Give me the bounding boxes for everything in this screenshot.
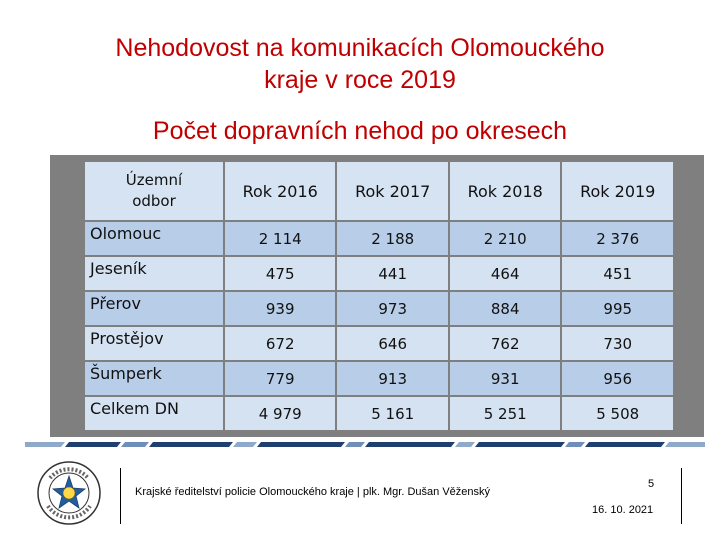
table-cell: 4 979 bbox=[224, 397, 336, 430]
table-cell: 762 bbox=[449, 327, 561, 360]
table-row: Jeseník 475 441 464 451 bbox=[85, 257, 673, 290]
table-cell: 2 114 bbox=[224, 222, 336, 255]
footer-text: Krajské ředitelství policie Olomouckého … bbox=[135, 486, 491, 498]
footer-box bbox=[120, 468, 682, 524]
title-line-2: kraje v roce 2019 bbox=[264, 66, 456, 94]
table-cell: 939 bbox=[224, 292, 336, 325]
accidents-table: Územní odbor Rok 2016 Rok 2017 Rok 2018 … bbox=[83, 160, 675, 432]
row-name: Olomouc bbox=[85, 222, 223, 255]
slide-title: Nehodovost na komunikacích Olomouckého k… bbox=[0, 32, 720, 96]
page-date: 16. 10. 2021 bbox=[592, 504, 654, 516]
table-row: Přerov 939 973 884 995 bbox=[85, 292, 673, 325]
header-year: Rok 2016 bbox=[224, 162, 336, 220]
row-name: Přerov bbox=[85, 292, 223, 325]
table-cell: 5 161 bbox=[337, 397, 448, 430]
row-name: Jeseník bbox=[85, 257, 223, 290]
row-name: Prostějov bbox=[85, 327, 223, 360]
header-territory-line-2: odbor bbox=[132, 192, 176, 210]
table-cell: 464 bbox=[449, 257, 561, 290]
table-cell: 646 bbox=[337, 327, 448, 360]
header-territory: Územní odbor bbox=[85, 162, 223, 220]
decorative-stripe bbox=[25, 442, 705, 447]
slide-subtitle: Počet dopravních nehod po okresech bbox=[152, 117, 568, 145]
header-year: Rok 2018 bbox=[449, 162, 561, 220]
table-row: Prostějov 672 646 762 730 bbox=[85, 327, 673, 360]
table-cell: 5 251 bbox=[449, 397, 561, 430]
table-cell: 956 bbox=[562, 362, 673, 395]
page-number: 5 bbox=[648, 478, 655, 490]
table-row-total: Celkem DN 4 979 5 161 5 251 5 508 bbox=[85, 397, 673, 430]
title-line-1: Nehodovost na komunikacích Olomouckého bbox=[115, 34, 605, 62]
table-cell: 779 bbox=[224, 362, 336, 395]
police-cr-emblem-icon bbox=[37, 461, 101, 525]
row-name: Šumperk bbox=[85, 362, 223, 395]
table-header-row: Územní odbor Rok 2016 Rok 2017 Rok 2018 … bbox=[85, 162, 673, 220]
table-cell: 2 376 bbox=[562, 222, 673, 255]
table-cell: 884 bbox=[449, 292, 561, 325]
table-cell: 2 188 bbox=[337, 222, 448, 255]
table-cell: 931 bbox=[449, 362, 561, 395]
header-year: Rok 2017 bbox=[337, 162, 448, 220]
table-cell: 475 bbox=[224, 257, 336, 290]
table-cell: 2 210 bbox=[449, 222, 561, 255]
table-row: Olomouc 2 114 2 188 2 210 2 376 bbox=[85, 222, 673, 255]
table-cell: 913 bbox=[337, 362, 448, 395]
table-cell: 730 bbox=[562, 327, 673, 360]
table-cell: 451 bbox=[562, 257, 673, 290]
table-cell: 5 508 bbox=[562, 397, 673, 430]
table-row: Šumperk 779 913 931 956 bbox=[85, 362, 673, 395]
table-cell: 441 bbox=[337, 257, 448, 290]
table-cell: 672 bbox=[224, 327, 336, 360]
table-cell: 973 bbox=[337, 292, 448, 325]
row-name: Celkem DN bbox=[85, 397, 223, 430]
header-territory-line-1: Územní bbox=[125, 171, 183, 189]
table-cell: 995 bbox=[562, 292, 673, 325]
header-year: Rok 2019 bbox=[562, 162, 673, 220]
